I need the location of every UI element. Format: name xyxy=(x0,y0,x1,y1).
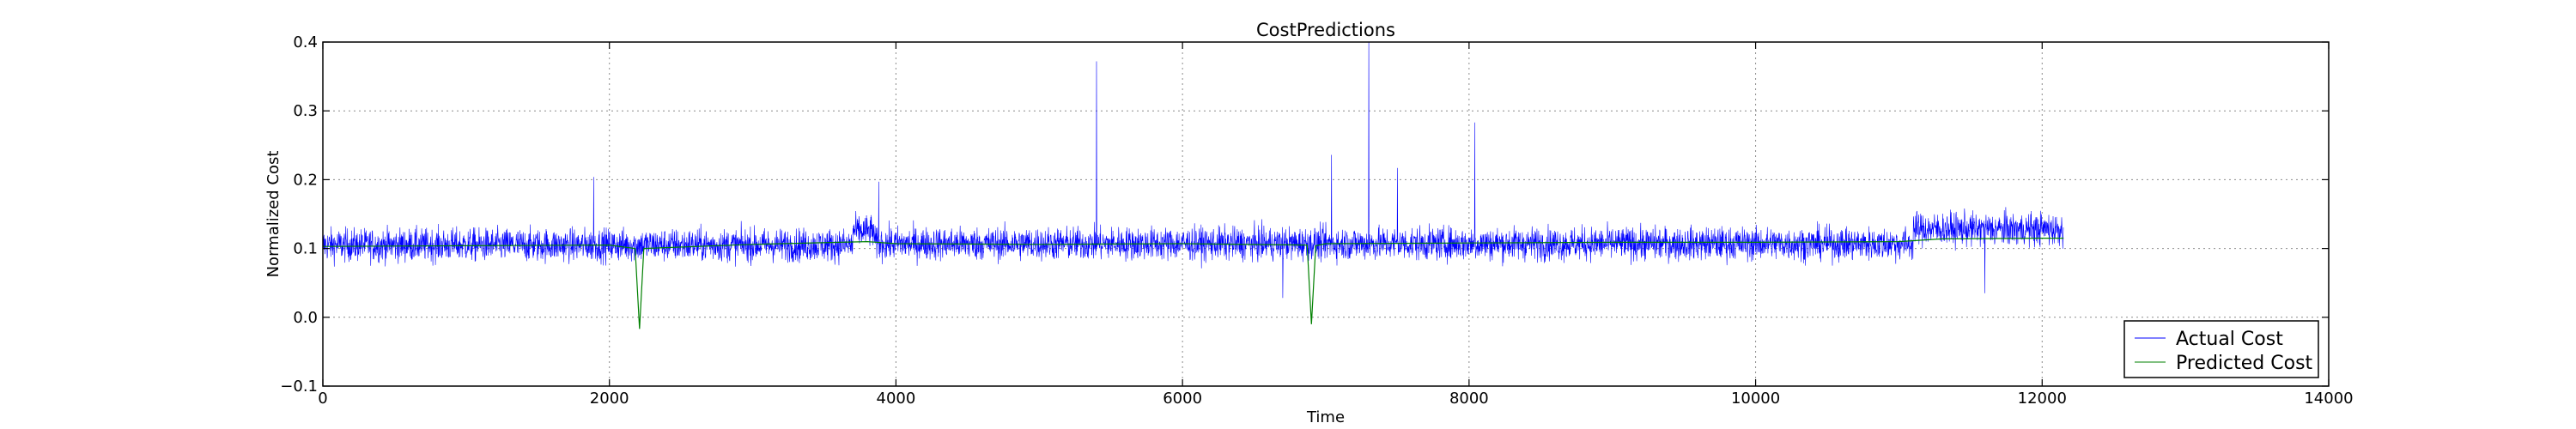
legend: Actual Cost Predicted Cost xyxy=(2123,320,2319,378)
x-tick-label: 4000 xyxy=(877,390,916,408)
y-axis-label: Normalized Cost xyxy=(264,151,283,278)
y-tick-label: −0.1 xyxy=(280,378,318,396)
axis-ticks: 0 2000 4000 6000 8000 10000 12000 14000 −0.1 0.0 0… xyxy=(280,33,2353,408)
y-tick-label: 0.0 xyxy=(293,309,318,327)
grid xyxy=(323,42,2329,386)
legend-label-actual-cost: Actual Cost xyxy=(2176,329,2283,350)
x-tick-label: 14000 xyxy=(2304,390,2353,408)
x-tick-label: 2000 xyxy=(590,390,629,408)
y-tick-label: 0.2 xyxy=(293,171,318,189)
legend-box xyxy=(2123,320,2319,378)
x-tick-label: 6000 xyxy=(1163,390,1202,408)
y-tick-label: 0.4 xyxy=(293,33,318,51)
x-tick-label: 12000 xyxy=(2018,390,2067,408)
x-axis-label: Time xyxy=(1306,408,1345,426)
series-line-actual-cost xyxy=(322,41,2064,299)
y-tick-label: 0.3 xyxy=(293,102,318,120)
plot-frame xyxy=(322,41,2330,387)
x-tick-label: 10000 xyxy=(1731,390,1780,408)
legend-label-predicted-cost: Predicted Cost xyxy=(2176,353,2313,374)
y-tick-label: 0.1 xyxy=(293,240,318,258)
x-tick-label: 0 xyxy=(318,390,327,408)
chart-title: CostPredictions xyxy=(1256,20,1395,40)
series-line-predicted-cost xyxy=(322,238,2064,329)
series-layer xyxy=(322,41,2064,329)
x-tick-label: 8000 xyxy=(1449,390,1489,408)
